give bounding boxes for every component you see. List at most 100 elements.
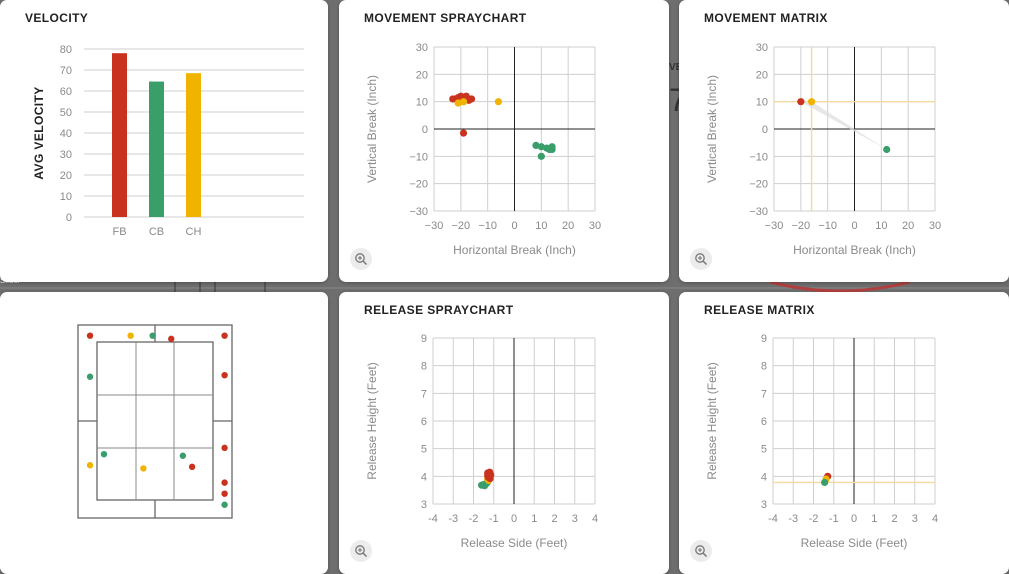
release_spray-xtick: -4 xyxy=(428,513,438,525)
movement-spraychart-chart: −30 −20 −10 0 10 20 30 30 20 10 0 −10 −20 −30 Horizont… xyxy=(365,42,601,257)
release_matrix-xtick: -1 xyxy=(829,513,839,525)
movement_matrix-xtick: −10 xyxy=(818,220,837,232)
strike-zone-inner-frame xyxy=(96,341,214,501)
movement-spraychart-title: MOVEMENT SPRAYCHART xyxy=(364,11,527,25)
movement_spray-xtick: −20 xyxy=(451,220,470,232)
movement_matrix-xtick: 30 xyxy=(929,220,941,232)
strike-zone-pitch-fb xyxy=(221,490,228,497)
movement_spray-xlabel: Horizontal Break (Inch) xyxy=(453,243,576,257)
release_matrix-ytick: 5 xyxy=(761,444,767,456)
movement-matrix-zoom-button[interactable] xyxy=(690,248,712,270)
movement_spray-ytick: −20 xyxy=(409,179,428,191)
release_matrix-ylabel: Release Height (Feet) xyxy=(705,362,719,479)
movement_matrix-xtick: 20 xyxy=(902,220,914,232)
movement_matrix-xtick: −30 xyxy=(765,220,784,232)
strike-zone-pitch-fb xyxy=(188,463,196,471)
movement_spray-point-ch xyxy=(494,98,502,106)
velocity-bar-cb xyxy=(149,81,164,217)
velocity-card: VELOCITY 80 70 60 50 40 30 20 10 0 AVG VELOCITY FB… xyxy=(0,0,328,282)
movement_matrix-ytick: −20 xyxy=(749,179,768,191)
release_matrix-ytick: 7 xyxy=(761,388,767,400)
movement_spray-ytick: 10 xyxy=(416,97,428,109)
release_matrix-xtick: 3 xyxy=(912,513,918,525)
velocity-ytick: 40 xyxy=(60,128,72,140)
movement-matrix-chart: −30 −20 −10 0 10 20 30 30 20 10 0 −10 −20 −30 Horizont… xyxy=(705,42,941,257)
velocity-ytick: 30 xyxy=(60,149,72,161)
movement_spray-xtick: −30 xyxy=(425,220,444,232)
movement_spray-ytick: −10 xyxy=(409,151,428,163)
movement_spray-point-cb xyxy=(548,145,556,154)
movement_spray-point-fb xyxy=(459,129,468,137)
movement_spray-point-ch xyxy=(459,98,468,106)
movement_matrix-ytick: 30 xyxy=(756,42,768,54)
zoom-in-icon xyxy=(695,545,708,558)
release_spray-ytick: 6 xyxy=(421,416,427,428)
release_spray-ytick: 8 xyxy=(421,361,427,373)
movement_matrix-xtick: −20 xyxy=(791,220,810,232)
strike-zone-pitch-fb xyxy=(221,444,228,452)
movement-spraychart-card: MOVEMENT SPRAYCHART −30 −20 −10 0 10 20 30 30 20… xyxy=(339,0,669,282)
velocity-bar-ch xyxy=(186,73,201,218)
release_spray-point-fb xyxy=(486,472,494,480)
release-matrix-title: RELEASE MATRIX xyxy=(704,303,815,317)
release_spray-ytick: 5 xyxy=(421,444,427,456)
release_matrix-ytick: 4 xyxy=(761,471,767,483)
release_matrix-xtick: -4 xyxy=(768,513,778,525)
release_spray-xtick: 4 xyxy=(592,513,598,525)
velocity-ylabel: AVG VELOCITY xyxy=(32,86,46,179)
release_matrix-xtick: 4 xyxy=(932,513,938,525)
release-spraychart-title: RELEASE SPRAYCHART xyxy=(364,303,514,317)
movement-spraychart-zoom-button[interactable] xyxy=(350,248,372,270)
release_spray-ytick: 7 xyxy=(421,388,427,400)
release_spray-xtick: -1 xyxy=(489,513,499,525)
release-matrix-zoom-button[interactable] xyxy=(690,540,712,562)
release_matrix-ytick: 3 xyxy=(761,499,767,511)
movement_spray-ytick: −30 xyxy=(409,206,428,218)
release_spray-xtick: -2 xyxy=(469,513,479,525)
movement_matrix-ytick: −10 xyxy=(749,151,768,163)
velocity-chart: 80 70 60 50 40 30 20 10 0 AVG VELOCITY FB CB CH xyxy=(32,44,304,238)
strike-zone-pitch-cb xyxy=(149,332,156,339)
movement_spray-point-cb xyxy=(537,152,545,160)
strike-zone-pitch-cb xyxy=(86,373,94,380)
strike-zone-card xyxy=(0,292,328,574)
movement_matrix-ytick: −30 xyxy=(749,206,768,218)
movement_spray-ytick: 30 xyxy=(416,42,428,54)
strike-zone-pitch-ch xyxy=(86,462,94,469)
movement_matrix-point-ch xyxy=(807,98,816,106)
movement_spray-xtick: 0 xyxy=(511,220,517,232)
movement_spray-point-fb xyxy=(449,95,457,103)
movement_matrix-point-cb xyxy=(883,145,891,154)
release-spraychart-chart: -4 -3 -2 -1 0 1 2 3 4 9 8 7 6 5 4 3 Release Side (Feet) R… xyxy=(365,333,598,550)
release_matrix-xtick: 0 xyxy=(851,513,857,525)
strike-zone-pitch-fb xyxy=(221,332,228,339)
movement_spray-xtick: 10 xyxy=(535,220,547,232)
velocity-ytick: 60 xyxy=(60,86,72,98)
zoom-in-icon xyxy=(695,253,708,266)
release_matrix-ytick: 6 xyxy=(761,416,767,428)
zoom-in-icon xyxy=(355,545,368,558)
release_spray-xtick: 2 xyxy=(551,513,557,525)
release_matrix-ytick: 8 xyxy=(761,361,767,373)
velocity-ytick: 20 xyxy=(60,170,72,182)
velocity-title: VELOCITY xyxy=(25,11,89,25)
movement_matrix-ytick: 10 xyxy=(756,97,768,109)
movement-matrix-card: MOVEMENT MATRIX −30 −20 −10 0 10 20 30 30 20 10 0−… xyxy=(679,0,1009,282)
movement_matrix-ytick: 0 xyxy=(762,124,768,136)
release_spray-xtick: 0 xyxy=(511,513,517,525)
velocity-xtick: FB xyxy=(112,226,126,238)
release_matrix-xtick: 2 xyxy=(891,513,897,525)
movement_spray-ylabel: Vertical Break (Inch) xyxy=(365,75,379,183)
strike-zone-pitch-ch xyxy=(140,465,147,472)
velocity-ytick: 80 xyxy=(60,44,72,56)
strike-zone-outer-frame xyxy=(77,324,233,519)
movement_matrix-ylabel: Vertical Break (Inch) xyxy=(705,75,719,183)
movement_matrix-xlabel: Horizontal Break (Inch) xyxy=(793,243,916,257)
release_spray-ylabel: Release Height (Feet) xyxy=(365,362,379,479)
release_spray-xtick: 3 xyxy=(572,513,578,525)
release-spraychart-zoom-button[interactable] xyxy=(350,540,372,562)
release_matrix-xtick: -2 xyxy=(809,513,819,525)
strike-zone-pitch-fb xyxy=(168,335,175,343)
zoom-in-icon xyxy=(355,253,368,266)
release_matrix-ytick: 9 xyxy=(761,333,767,345)
